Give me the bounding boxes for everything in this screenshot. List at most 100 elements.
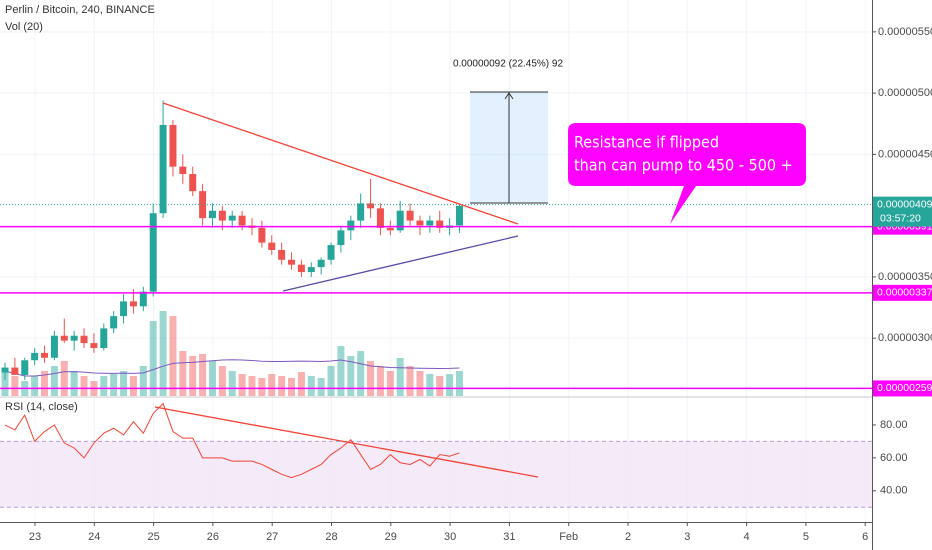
candle-body: [159, 124, 167, 214]
volume-bar: [228, 371, 236, 396]
volume-bar: [317, 378, 325, 396]
volume-bar: [268, 374, 276, 396]
measure-arrowhead: [504, 92, 514, 100]
candle-body: [376, 208, 384, 228]
volume-bar: [288, 378, 296, 396]
marks: [0, 100, 872, 508]
candle-body: [406, 210, 414, 221]
volume-bar: [139, 366, 147, 396]
x-tick-label: 5: [803, 531, 809, 543]
candle-body: [110, 316, 118, 329]
callout-text: Resistance if flipped: [574, 133, 719, 152]
volume-bar: [347, 356, 355, 396]
volume-bar: [199, 354, 207, 396]
volume-bar: [386, 371, 394, 396]
rsi-line: [4, 402, 460, 479]
volume-bar: [41, 371, 49, 396]
volume-bar: [426, 374, 434, 396]
candle-body: [386, 227, 394, 231]
axes: 0.00000550 0.00000500 0.00000450 0.00000350…: [29, 26, 932, 543]
candle-body: [100, 328, 108, 348]
candle-body: [149, 213, 157, 292]
volume-title: Vol (20): [5, 21, 43, 33]
volume-bar: [248, 376, 256, 396]
candle-body: [139, 291, 147, 307]
resistance-trendline: [162, 102, 519, 225]
candle-body: [11, 367, 19, 375]
x-tick-label: 28: [325, 531, 337, 543]
volume-bar: [129, 376, 137, 396]
candle-body: [169, 124, 177, 167]
candle-body: [80, 335, 88, 344]
volume-bar: [80, 376, 88, 396]
candle-body: [297, 264, 305, 273]
x-tick-label: 2: [625, 531, 631, 543]
last-price-label: 0.00000409: [877, 198, 932, 210]
volume-bar: [455, 371, 463, 396]
volume-bar: [208, 361, 216, 396]
y-tick-label: 0.00000350: [878, 271, 932, 283]
volume-bar: [446, 374, 454, 396]
x-tick-label: 3: [684, 531, 690, 543]
volume-bar: [337, 346, 345, 396]
volume-bar: [357, 351, 365, 396]
x-tick-label: 24: [88, 531, 100, 543]
x-tick-label: 4: [744, 531, 750, 543]
volume-bar: [120, 371, 128, 396]
volume-bar: [297, 372, 305, 396]
volume-bar: [406, 366, 414, 396]
volume-bar: [189, 356, 197, 396]
candle-body: [288, 259, 296, 265]
candle-body: [238, 215, 246, 226]
callout-box: [568, 123, 806, 224]
candle-body: [278, 249, 286, 260]
volume-bar: [278, 376, 286, 396]
volume-bar: [1, 371, 9, 396]
candle-body: [1, 367, 9, 373]
candle-body: [60, 335, 68, 341]
candle-body: [21, 360, 29, 375]
candle-body: [189, 173, 197, 192]
candle-body: [327, 245, 335, 260]
volume-bar: [70, 371, 78, 396]
candle-body: [367, 203, 375, 209]
candle-body: [129, 301, 137, 307]
volume-bar: [307, 376, 315, 396]
chart-title: Perlin / Bitcoin, 240, BINANCE: [5, 4, 155, 16]
volume-bar: [50, 366, 58, 396]
y-tick-label: 0.00000450: [878, 148, 932, 160]
volume-bar: [110, 374, 118, 396]
x-tick-label: 27: [266, 531, 278, 543]
volume-bar: [416, 371, 424, 396]
candle-body: [317, 259, 325, 268]
x-tick-label: 26: [207, 531, 219, 543]
x-tick-label: 31: [503, 531, 515, 543]
candle-body: [90, 343, 98, 348]
volume-ma: [4, 359, 460, 377]
volume-bar: [11, 376, 19, 396]
candle-body: [357, 203, 365, 221]
measure-label: 0.00000092 (22.45%) 92: [453, 59, 564, 70]
volume-bar: [396, 358, 404, 396]
rsi-band: [0, 441, 872, 508]
volume-bar: [169, 316, 177, 396]
rsi-tick-label: 40.00: [880, 485, 908, 497]
candle-body: [307, 267, 315, 273]
volume-bar: [258, 378, 266, 396]
volume-bar: [31, 376, 39, 396]
candle-body: [70, 335, 78, 341]
rsi-tick-label: 80.00: [880, 419, 908, 431]
x-tick-label: 23: [29, 531, 41, 543]
candle-body: [436, 220, 444, 228]
candle-body: [426, 220, 434, 226]
volume-bar: [376, 366, 384, 396]
rsi-trendline: [154, 406, 539, 478]
x-tick-label: 25: [147, 531, 159, 543]
candle-body: [31, 352, 39, 361]
x-tick-label: 30: [444, 531, 456, 543]
candle-body: [199, 191, 207, 219]
candle-body: [120, 301, 128, 317]
volume-bar: [327, 366, 335, 396]
candle-body: [50, 335, 58, 358]
